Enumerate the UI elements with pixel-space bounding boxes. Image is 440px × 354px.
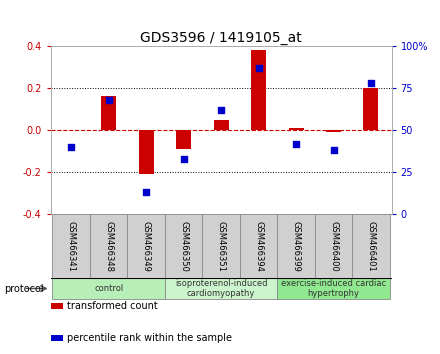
Point	[143, 189, 150, 195]
Bar	[128, 214, 165, 278]
Text: transformed count: transformed count	[67, 301, 158, 311]
Text: exercise-induced cardiac
hypertrophy: exercise-induced cardiac hypertrophy	[281, 279, 386, 298]
Text: GSM466401: GSM466401	[367, 221, 375, 272]
Point	[330, 147, 337, 153]
Bar	[277, 278, 390, 299]
Bar	[326, 130, 341, 132]
Bar	[352, 214, 390, 278]
Bar	[202, 214, 240, 278]
Point	[367, 80, 374, 86]
Point	[180, 156, 187, 161]
Text: GSM466350: GSM466350	[179, 221, 188, 272]
Text: GSM466341: GSM466341	[67, 221, 76, 272]
Text: GSM466394: GSM466394	[254, 221, 263, 272]
Bar	[251, 50, 266, 130]
Text: GSM466399: GSM466399	[292, 221, 301, 272]
Bar	[315, 214, 352, 278]
Text: protocol: protocol	[4, 284, 44, 294]
Point	[218, 107, 225, 113]
Bar	[165, 278, 277, 299]
Bar	[289, 128, 304, 130]
Bar	[101, 96, 116, 130]
Bar	[277, 214, 315, 278]
Text: GSM466400: GSM466400	[329, 221, 338, 272]
Point	[68, 144, 75, 150]
Text: percentile rank within the sample: percentile rank within the sample	[67, 333, 232, 343]
Bar	[213, 120, 229, 130]
Bar	[52, 214, 90, 278]
Text: control: control	[94, 284, 123, 293]
Text: GSM466351: GSM466351	[216, 221, 226, 272]
Point	[105, 97, 112, 103]
Point	[293, 141, 300, 146]
Text: GSM466349: GSM466349	[142, 221, 150, 272]
Bar	[52, 278, 165, 299]
Text: GSM466348: GSM466348	[104, 221, 113, 272]
Bar	[363, 88, 378, 130]
Bar	[139, 130, 154, 174]
Bar	[90, 214, 128, 278]
Text: isoproterenol-induced
cardiomyopathy: isoproterenol-induced cardiomyopathy	[175, 279, 268, 298]
Title: GDS3596 / 1419105_at: GDS3596 / 1419105_at	[140, 31, 302, 45]
Point	[255, 65, 262, 71]
Bar	[165, 214, 202, 278]
Bar	[176, 130, 191, 149]
Bar	[240, 214, 277, 278]
